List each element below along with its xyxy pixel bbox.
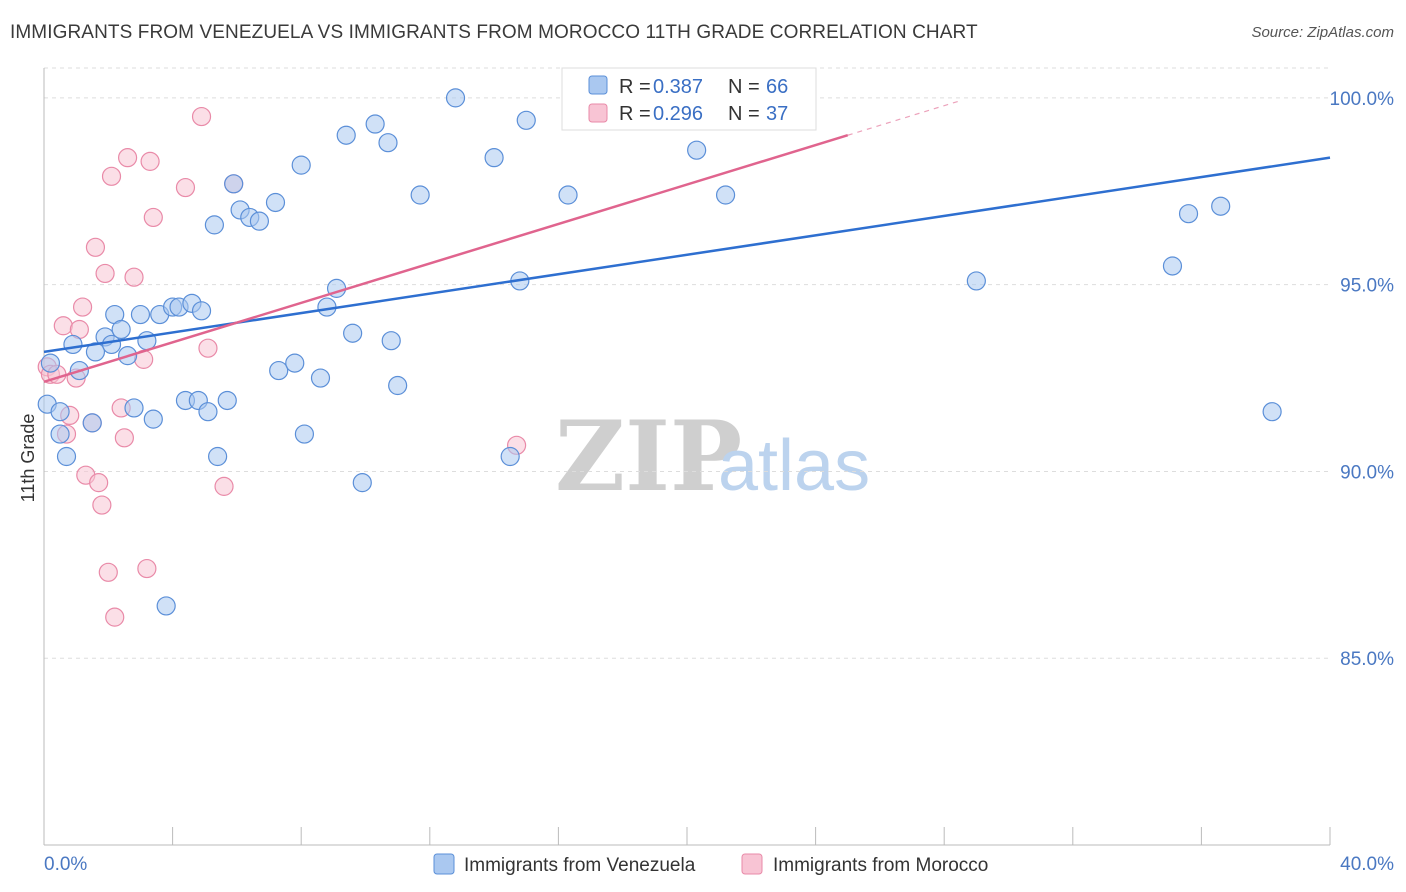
- venezuela-point: [715, 185, 736, 205]
- trend-line-venezuela: [43, 156, 1331, 354]
- stats-n-venezuela: 66: [766, 76, 788, 98]
- morocco-point: [98, 562, 118, 582]
- venezuela-point: [204, 215, 224, 235]
- chart-source: Source: ZipAtlas.com: [1251, 24, 1394, 41]
- venezuela-point: [124, 398, 144, 418]
- morocco-point: [198, 338, 218, 358]
- venezuela-point: [445, 88, 466, 108]
- venezuela-point: [224, 174, 244, 194]
- venezuela-point: [966, 271, 986, 291]
- venezuela-point: [294, 424, 315, 444]
- morocco-point: [140, 151, 160, 171]
- venezuela-point: [191, 301, 212, 321]
- y-tick-label: 100.0%: [1330, 89, 1395, 110]
- morocco-point: [72, 297, 93, 317]
- stats-legend: R = 0.387 N = 66 R = 0.296 N = 37: [561, 67, 817, 131]
- venezuela-point: [111, 319, 131, 340]
- venezuela-point: [500, 446, 520, 467]
- venezuela-point: [56, 446, 77, 467]
- x-tick-label-max: 40.0%: [1340, 854, 1394, 875]
- morocco-point: [143, 207, 163, 228]
- venezuela-point: [381, 331, 401, 351]
- stats-r-label-venezuela: R =: [619, 76, 651, 98]
- morocco-point: [89, 473, 109, 493]
- morocco-point: [137, 558, 157, 579]
- venezuela-point: [1211, 196, 1231, 216]
- morocco-point: [105, 607, 125, 627]
- venezuela-point: [388, 375, 408, 396]
- stats-r-label-morocco: R =: [619, 103, 651, 125]
- venezuela-point: [343, 323, 363, 343]
- morocco-point: [214, 476, 234, 496]
- legend-label-morocco: Immigrants from Morocco: [773, 855, 988, 876]
- morocco-point: [191, 106, 212, 127]
- venezuela-point: [558, 185, 578, 205]
- venezuela-point: [365, 114, 385, 134]
- morocco-point: [92, 495, 112, 515]
- bottom-legend: Immigrants from Venezuela Immigrants fro…: [433, 853, 988, 876]
- venezuela-point: [352, 473, 372, 493]
- y-tick-label: 95.0%: [1340, 276, 1394, 297]
- venezuela-point: [63, 334, 83, 355]
- venezuela-point: [269, 360, 289, 381]
- watermark-atlas: atlas: [718, 426, 870, 506]
- legend-label-venezuela: Immigrants from Venezuela: [464, 855, 696, 876]
- trend-lines: [43, 100, 1331, 383]
- morocco-point: [101, 166, 122, 186]
- legend-swatch-morocco: [741, 853, 763, 875]
- morocco-point: [95, 263, 115, 284]
- legend-swatch-venezuela: [433, 853, 455, 875]
- trend-line-morocco: [43, 134, 849, 383]
- x-tick-label-min: 0.0%: [44, 854, 87, 875]
- venezuela-point: [217, 390, 237, 411]
- venezuela-point: [516, 110, 536, 130]
- venezuela-point: [156, 596, 176, 616]
- stats-n-morocco: 37: [766, 103, 788, 125]
- venezuela-point: [82, 413, 102, 433]
- morocco-point: [114, 428, 134, 448]
- venezuela-points: [37, 88, 1282, 616]
- y-tick-label: 90.0%: [1340, 462, 1394, 483]
- stats-n-label-morocco: N =: [728, 103, 760, 125]
- venezuela-point: [249, 211, 270, 231]
- venezuela-point: [378, 133, 398, 153]
- gridlines: [44, 67, 1330, 659]
- morocco-point: [53, 316, 73, 336]
- venezuela-point: [143, 409, 163, 429]
- venezuela-point: [1262, 402, 1282, 422]
- venezuela-point: [130, 304, 151, 325]
- venezuela-point: [1178, 204, 1199, 224]
- venezuela-point: [484, 148, 504, 168]
- venezuela-point: [310, 368, 331, 388]
- stats-r-morocco: 0.296: [653, 103, 703, 125]
- venezuela-point: [291, 155, 311, 175]
- venezuela-point: [265, 192, 286, 213]
- y-axis-label: 11th Grade: [18, 414, 38, 503]
- y-tick-label: 85.0%: [1340, 649, 1394, 670]
- venezuela-point: [410, 185, 430, 205]
- x-ticks: [43, 827, 1331, 845]
- stats-swatch-venezuela: [588, 75, 608, 95]
- y-tick-labels: 85.0% 90.0% 95.0% 100.0%: [1330, 89, 1395, 670]
- morocco-point: [124, 267, 144, 287]
- venezuela-point: [50, 402, 70, 422]
- trend-extension-morocco: [847, 100, 961, 136]
- venezuela-point: [40, 353, 61, 373]
- stats-r-venezuela: 0.387: [653, 76, 703, 98]
- morocco-point: [85, 237, 106, 257]
- morocco-point: [175, 177, 196, 198]
- venezuela-point: [687, 140, 707, 160]
- morocco-point: [117, 148, 138, 168]
- venezuela-point: [198, 402, 218, 422]
- stats-swatch-morocco: [588, 103, 608, 123]
- venezuela-point: [285, 353, 305, 373]
- venezuela-point: [1162, 256, 1183, 276]
- stats-n-label-venezuela: N =: [728, 76, 760, 98]
- watermark-zip: ZIP: [555, 400, 742, 513]
- venezuela-point: [50, 424, 70, 444]
- chart-title: IMMIGRANTS FROM VENEZUELA VS IMMIGRANTS …: [10, 22, 978, 43]
- venezuela-point: [208, 446, 228, 467]
- venezuela-point: [336, 125, 356, 145]
